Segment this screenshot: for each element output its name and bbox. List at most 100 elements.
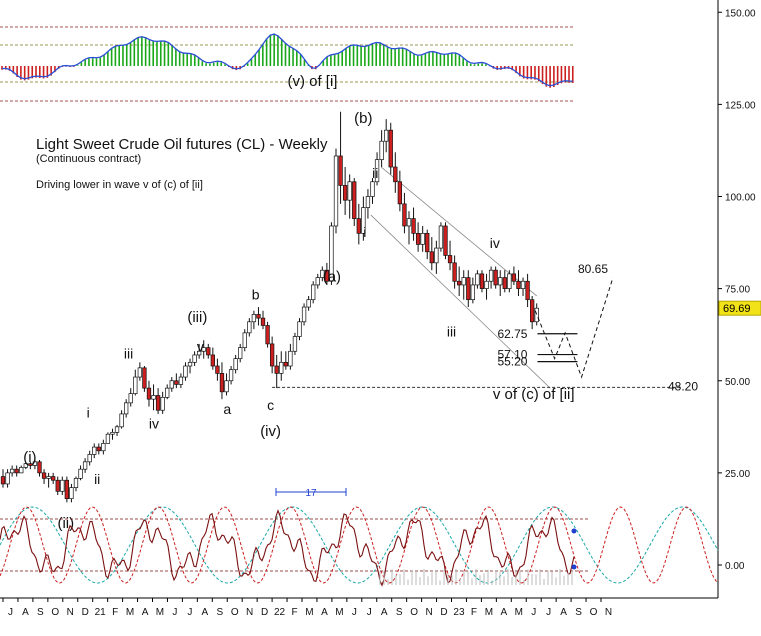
candle xyxy=(197,350,202,356)
x-tick-label: J xyxy=(367,607,372,618)
wave-label: ii xyxy=(94,471,100,487)
candle xyxy=(452,262,457,282)
candle xyxy=(429,251,434,264)
candle xyxy=(311,284,316,301)
y-tick-label: 50.00 xyxy=(725,377,750,388)
wave-label: iv xyxy=(149,416,159,432)
candle xyxy=(87,454,92,463)
candle xyxy=(288,350,293,367)
level-label: 80.65 xyxy=(578,262,608,276)
candle xyxy=(438,225,444,249)
wave-label: iii xyxy=(447,324,456,340)
wave-label: v xyxy=(197,338,204,354)
candle xyxy=(201,347,206,352)
x-tick-label: S xyxy=(216,607,223,618)
candle xyxy=(183,365,188,378)
candle xyxy=(14,468,19,474)
wave-label: v of (c) of [ii] xyxy=(493,386,575,403)
chart-title: Light Sweet Crude Oil futures (CL) - Wee… xyxy=(36,136,328,153)
candle xyxy=(133,376,138,394)
candle xyxy=(124,402,129,415)
candle xyxy=(55,479,60,492)
candle xyxy=(160,396,165,411)
candle xyxy=(447,255,453,264)
candle xyxy=(306,299,311,308)
candle xyxy=(73,478,79,488)
candle xyxy=(174,380,179,385)
candle xyxy=(425,233,430,253)
candle xyxy=(169,380,174,389)
x-tick-label: A xyxy=(500,607,507,618)
level-label: 48.20 xyxy=(668,379,698,393)
candle xyxy=(82,461,88,470)
candle xyxy=(356,218,361,234)
candle xyxy=(379,140,384,161)
candle xyxy=(470,284,476,301)
chart-subtitle: (Continuous contract) xyxy=(36,153,141,165)
candle xyxy=(283,361,288,367)
candle xyxy=(151,395,156,400)
candle xyxy=(228,369,234,382)
cycle-dot-upper xyxy=(571,528,577,534)
level-label: 57.10 xyxy=(497,348,527,362)
candle xyxy=(69,487,74,500)
cycle-wave-short xyxy=(0,506,719,584)
wave-label: c xyxy=(267,397,274,413)
candle xyxy=(402,203,407,227)
x-tick-label: M xyxy=(156,607,164,618)
candle xyxy=(247,321,252,334)
current-price-label: 69.69 xyxy=(723,303,751,315)
wave-label: (iv) xyxy=(260,423,281,440)
candle xyxy=(384,129,389,142)
candle xyxy=(233,358,238,371)
current-price-tag xyxy=(718,300,761,316)
cycle-composite-line xyxy=(0,509,575,587)
candle xyxy=(206,347,211,356)
cycle-wave-long xyxy=(0,506,719,584)
candle xyxy=(5,472,10,485)
cycle-span-label: 17 xyxy=(305,488,317,499)
y-axis: 0.00 25.00 50.00 75.00 100.00 125.00 150.00 69.… xyxy=(718,8,761,572)
y-tick-label: 25.00 xyxy=(725,469,750,480)
candle xyxy=(461,277,466,286)
candle xyxy=(488,269,494,282)
x-tick-label: N xyxy=(605,607,612,618)
candle xyxy=(493,269,498,286)
candle xyxy=(265,325,270,345)
candle xyxy=(146,387,152,400)
candle xyxy=(466,277,471,301)
candle xyxy=(238,347,243,359)
candle xyxy=(105,433,111,444)
x-tick-label: A xyxy=(22,607,29,618)
candle xyxy=(187,361,193,367)
candle xyxy=(365,196,371,208)
candle xyxy=(256,314,261,319)
x-axis: J A S O N D 21 F M A M J J A S O N D 22 F M A M J J A S O N D 23 F M A M J J… xyxy=(2,598,612,618)
chart-note: Driving lower in wave v of (c) of [ii] xyxy=(36,179,203,191)
candle xyxy=(315,277,320,286)
x-tick-label: O xyxy=(231,607,239,618)
candle xyxy=(279,361,284,374)
x-tick-label: N xyxy=(425,607,432,618)
candle xyxy=(361,207,366,234)
candle xyxy=(406,218,412,227)
candle xyxy=(434,247,439,264)
cycle-oscillator-panel: 17 xyxy=(0,488,719,587)
candle xyxy=(64,479,70,500)
candle xyxy=(342,185,348,201)
y-tick-label: 150.00 xyxy=(725,8,756,19)
level-label: 55.20 xyxy=(497,355,527,369)
candle xyxy=(388,129,393,168)
x-tick-label: M xyxy=(515,607,523,618)
x-tick-label: N xyxy=(246,607,253,618)
price-area: 80.6562.7557.1055.2048.20(i)(ii)iiiiiiiv… xyxy=(0,73,698,532)
wave-label: iii xyxy=(124,346,133,362)
y-tick-label: 0.00 xyxy=(725,561,745,572)
candle xyxy=(411,218,416,234)
candle xyxy=(224,380,229,393)
candle xyxy=(393,166,398,183)
candle xyxy=(352,181,357,219)
x-tick-label: M xyxy=(335,607,343,618)
wave-label: a xyxy=(223,401,231,417)
